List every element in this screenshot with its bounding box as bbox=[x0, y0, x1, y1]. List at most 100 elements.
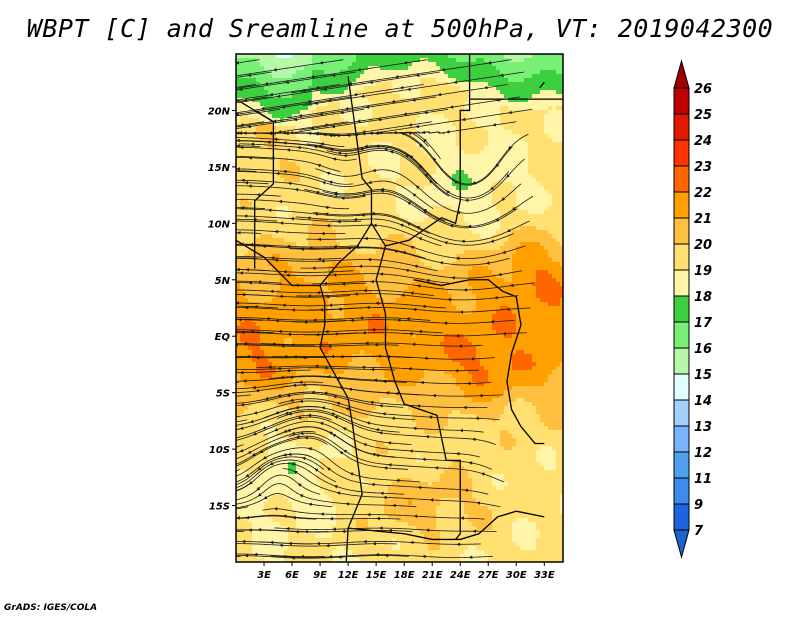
field-cell bbox=[260, 294, 265, 299]
field-cell bbox=[552, 86, 557, 91]
field-cell bbox=[288, 122, 293, 127]
field-cell bbox=[328, 158, 333, 163]
field-cell bbox=[444, 146, 449, 151]
field-cell bbox=[292, 274, 297, 279]
field-cell bbox=[260, 134, 265, 139]
field-cell bbox=[536, 94, 541, 99]
field-cell bbox=[240, 162, 245, 167]
field-cell bbox=[388, 54, 393, 59]
field-cell bbox=[304, 230, 309, 235]
field-cell bbox=[456, 178, 461, 183]
field-cell bbox=[300, 138, 305, 143]
field-cell bbox=[336, 250, 341, 255]
field-cell bbox=[484, 214, 489, 219]
field-cell bbox=[456, 214, 461, 219]
field-cell bbox=[464, 202, 469, 207]
field-cell bbox=[488, 130, 493, 135]
field-cell bbox=[444, 174, 449, 179]
field-cell bbox=[452, 266, 457, 271]
field-cell bbox=[556, 234, 561, 239]
field-cell bbox=[296, 58, 301, 63]
field-cell bbox=[288, 218, 293, 223]
field-cell bbox=[296, 234, 301, 239]
field-cell bbox=[452, 186, 457, 191]
field-cell bbox=[332, 250, 337, 255]
field-cell bbox=[292, 266, 297, 271]
field-cell bbox=[492, 290, 497, 295]
field-cell bbox=[248, 126, 253, 131]
field-cell bbox=[264, 142, 269, 147]
field-cell bbox=[516, 266, 521, 271]
field-cell bbox=[328, 198, 333, 203]
field-cell bbox=[384, 90, 389, 95]
field-cell bbox=[556, 262, 561, 267]
field-cell bbox=[560, 238, 563, 243]
field-cell bbox=[544, 246, 549, 251]
field-cell bbox=[276, 162, 281, 167]
field-cell bbox=[364, 290, 369, 295]
field-cell bbox=[512, 130, 517, 135]
field-cell bbox=[508, 254, 513, 259]
field-cell bbox=[548, 118, 553, 123]
field-cell bbox=[280, 198, 285, 203]
field-cell bbox=[484, 94, 489, 99]
field-cell bbox=[532, 118, 537, 123]
field-cell bbox=[324, 278, 329, 283]
field-cell bbox=[300, 190, 305, 195]
field-cell bbox=[540, 198, 545, 203]
field-cell bbox=[556, 166, 561, 171]
field-cell bbox=[416, 54, 421, 59]
field-cell bbox=[284, 226, 289, 231]
field-cell bbox=[524, 262, 529, 267]
field-cell bbox=[292, 234, 297, 239]
field-cell bbox=[248, 138, 253, 143]
field-cell bbox=[404, 254, 409, 259]
field-cell bbox=[240, 62, 245, 67]
field-cell bbox=[488, 214, 493, 219]
field-cell bbox=[288, 166, 293, 171]
field-cell bbox=[364, 106, 369, 111]
field-cell bbox=[292, 210, 297, 215]
field-cell bbox=[468, 90, 473, 95]
field-cell bbox=[240, 98, 245, 103]
field-cell bbox=[508, 206, 513, 211]
field-cell bbox=[400, 226, 405, 231]
field-cell bbox=[268, 94, 273, 99]
field-cell bbox=[516, 214, 521, 219]
field-cell bbox=[488, 230, 493, 235]
field-cell bbox=[296, 94, 301, 99]
field-cell bbox=[548, 70, 553, 75]
field-cell bbox=[400, 70, 405, 75]
field-cell bbox=[416, 194, 421, 199]
field-cell bbox=[408, 58, 413, 63]
field-cell bbox=[340, 66, 345, 71]
field-cell bbox=[400, 82, 405, 87]
field-cell bbox=[480, 130, 485, 135]
field-cell bbox=[336, 102, 341, 107]
field-cell bbox=[276, 58, 281, 63]
field-cell bbox=[480, 182, 485, 187]
field-cell bbox=[312, 230, 317, 235]
field-cell bbox=[520, 154, 525, 159]
field-cell bbox=[552, 98, 557, 103]
field-cell bbox=[324, 258, 329, 263]
field-cell bbox=[388, 118, 393, 123]
field-cell bbox=[492, 250, 497, 255]
field-cell bbox=[516, 286, 521, 291]
field-cell bbox=[272, 134, 277, 139]
field-cell bbox=[428, 250, 433, 255]
field-cell bbox=[432, 254, 437, 259]
field-cell bbox=[460, 242, 465, 247]
field-cell bbox=[396, 162, 401, 167]
field-cell bbox=[292, 194, 297, 199]
field-cell bbox=[556, 266, 561, 271]
field-cell bbox=[364, 206, 369, 211]
field-cell bbox=[484, 286, 489, 291]
field-cell bbox=[476, 162, 481, 167]
field-cell bbox=[508, 262, 513, 267]
field-cell bbox=[488, 78, 493, 83]
field-cell bbox=[416, 66, 421, 71]
field-cell bbox=[428, 254, 433, 259]
field-cell bbox=[488, 218, 493, 223]
field-cell bbox=[408, 274, 413, 279]
